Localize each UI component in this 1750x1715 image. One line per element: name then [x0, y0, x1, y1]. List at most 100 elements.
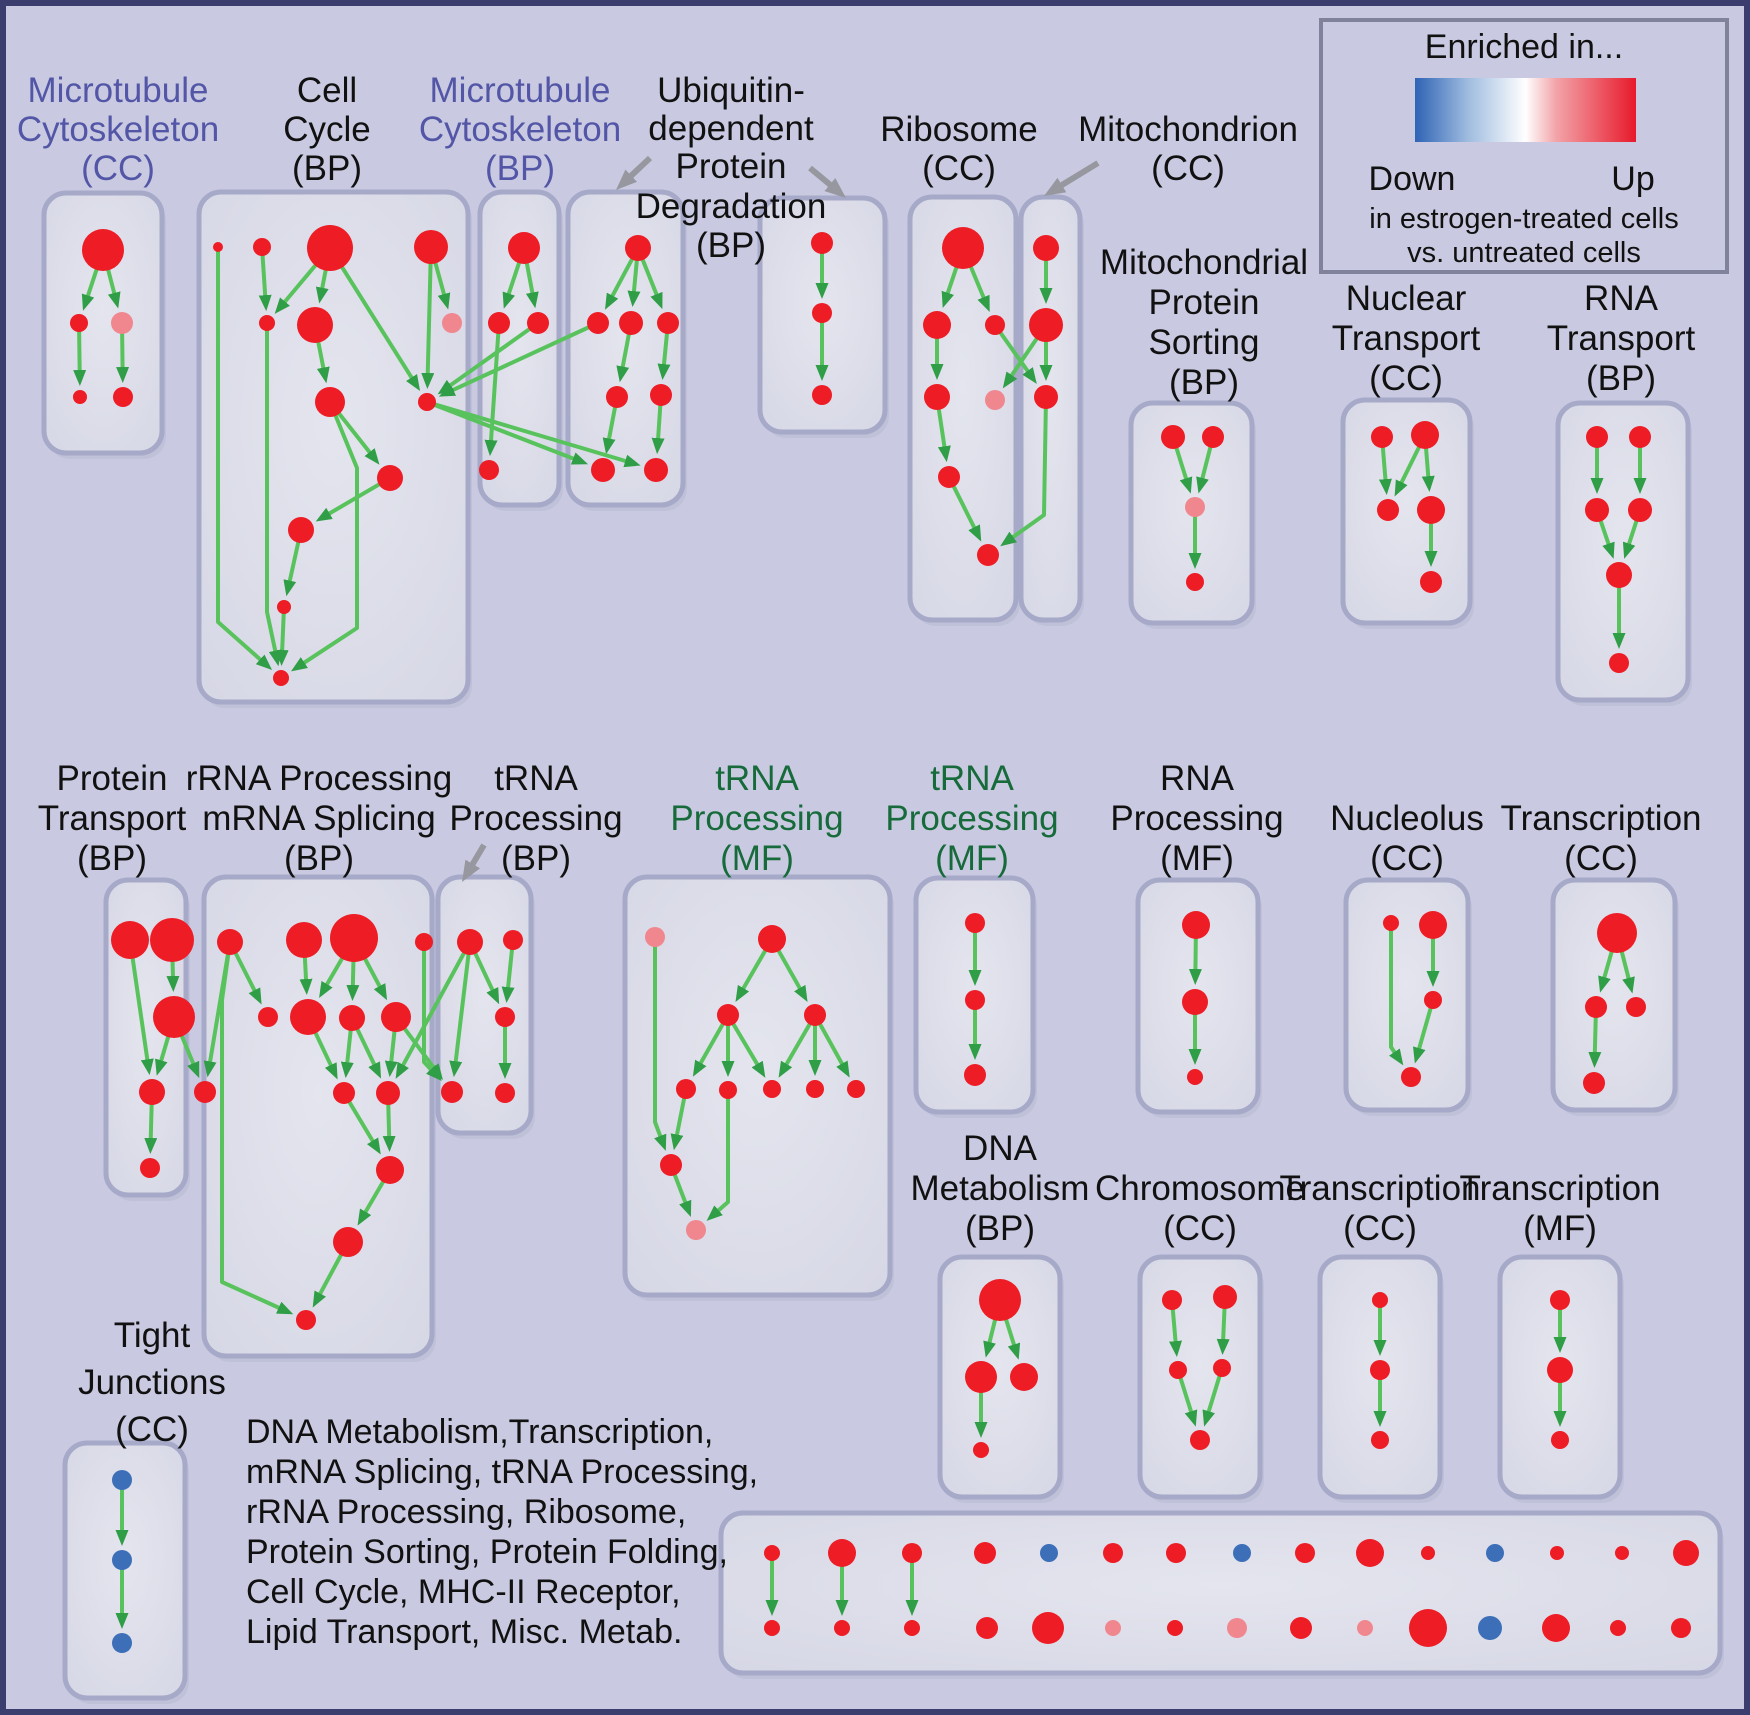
- node-microtubule-bp-m1-up: [508, 232, 540, 264]
- node-misc-b4-up: [974, 1542, 996, 1564]
- node-microtubule-bp-m2-up: [488, 312, 510, 334]
- node-ubiquitin-a-u2-up: [587, 312, 609, 334]
- node-misc-b15-up: [1673, 1540, 1699, 1566]
- cluster-label-protein-transport: Protein Transport (BP): [38, 759, 187, 878]
- node-rna-proc-mf-e2-up: [1182, 989, 1208, 1015]
- node-rrna-r4-up: [415, 933, 433, 951]
- node-misc-b5-down: [1040, 1544, 1058, 1562]
- edge-cell-cycle-c3-h: [328, 246, 421, 392]
- cluster-box-chromosome: [1137, 1254, 1263, 1500]
- node-trna-mf-small-h3-up: [964, 1064, 986, 1086]
- node-cell-cycle-h-up: [418, 393, 436, 411]
- node-microtubule-cc-b-up: [70, 314, 88, 332]
- node-trna-mf-big-g2-up: [758, 925, 786, 953]
- node-nucleolus-l3-up: [1424, 991, 1442, 1009]
- node-misc-c11-up: [1409, 1609, 1447, 1647]
- cluster-label-trna-mf-small: tRNA Processing (MF): [885, 759, 1058, 878]
- cluster-label-rna-transport: RNA Transport (BP): [1547, 279, 1696, 398]
- node-transcription-mf-z2-up: [1547, 1357, 1573, 1383]
- term-nodes: [70, 225, 1699, 1653]
- node-misc-c6-up: [1105, 1620, 1121, 1636]
- node-rna-proc-mf-e3-up: [1187, 1069, 1203, 1085]
- node-misc-b8-down: [1233, 1544, 1251, 1562]
- node-rrna-r8-up: [381, 1002, 411, 1032]
- node-cell-cycle-c2-up: [253, 238, 271, 256]
- node-cell-cycle-c1-up: [213, 242, 223, 252]
- legend-box: [1319, 18, 1729, 274]
- node-trna-mf-big-g1-up: [645, 927, 665, 947]
- node-ribosome-r7-up: [977, 544, 999, 566]
- node-rrna-r6-up: [290, 999, 326, 1035]
- node-rrna-r5-up: [258, 1007, 278, 1027]
- cluster-label-chromosome: Chromosome (CC): [1095, 1169, 1305, 1248]
- node-ribosome-r6-up: [938, 466, 960, 488]
- node-mito-sorting-s4-up: [1186, 573, 1204, 591]
- node-misc-b10-up: [1356, 1539, 1384, 1567]
- node-rrna-r14-up: [296, 1310, 316, 1330]
- node-cell-cycle-c10-up: [288, 517, 314, 543]
- node-rna-transport-t3-up: [1585, 498, 1609, 522]
- cluster-box-tight-junctions: [62, 1440, 188, 1701]
- node-misc-c13-up: [1542, 1614, 1570, 1642]
- cross-edge-cell-cycle-h-ubiquitin-a-u7: [426, 400, 589, 465]
- node-ubiquitin-a-u3-up: [619, 311, 643, 335]
- cluster-box-misc: [718, 1510, 1723, 1676]
- node-mito-sorting-s3-up: [1185, 497, 1205, 517]
- node-ubiquitin-a-u5-up: [606, 386, 628, 408]
- node-ubiquitin-b-v2-up: [812, 303, 832, 323]
- node-ubiquitin-a-u8-up: [644, 458, 668, 482]
- node-cell-cycle-c7-up: [442, 313, 462, 333]
- node-protein-transport-p3-up: [153, 996, 195, 1038]
- edge-trna-mf-big-g1-g10: [653, 937, 667, 1151]
- cluster-label-ribosome: Ribosome (CC): [880, 110, 1038, 188]
- cluster-label-mitochondrion: Mitochondrion (CC): [1078, 110, 1298, 188]
- node-microtubule-cc-e-up: [113, 387, 133, 407]
- node-misc-c15-up: [1671, 1618, 1691, 1638]
- edge-cell-cycle-c1-c12: [216, 247, 273, 670]
- cluster-box-dna-metabolism: [937, 1254, 1063, 1500]
- node-trna-mf-big-g6-up: [719, 1081, 737, 1099]
- node-nuclear-transport-k3-up: [1377, 499, 1399, 521]
- node-trna-mf-big-g3-up: [717, 1004, 739, 1026]
- node-nuclear-transport-k5-up: [1420, 571, 1442, 593]
- node-rna-transport-t6-up: [1609, 653, 1629, 673]
- legend-up-label: Up: [1611, 160, 1654, 198]
- edge-trna-mf-big-g6-g11: [706, 1090, 730, 1221]
- cluster-box-nuclear-transport: [1340, 397, 1473, 626]
- cluster-label-microtubule-cc: Microtubule Cytoskeleton (CC): [17, 71, 219, 188]
- node-rrna-r2-up: [286, 922, 322, 958]
- node-misc-b9-up: [1295, 1543, 1315, 1563]
- node-ribosome-r2-up: [923, 311, 951, 339]
- cluster-label-mito-sorting: Mitochondrial Protein Sorting (BP): [1100, 243, 1308, 402]
- node-microtubule-cc-d-up: [73, 390, 87, 404]
- node-misc-b3-up: [902, 1543, 922, 1563]
- node-trna-mf-big-g7-up: [763, 1080, 781, 1098]
- node-misc-b7-up: [1166, 1543, 1186, 1563]
- node-tight-junctions-j1-down: [112, 1470, 132, 1490]
- node-misc-b11-up: [1421, 1546, 1435, 1560]
- cluster-label-microtubule-bp: Microtubule Cytoskeleton (BP): [419, 71, 621, 188]
- cluster-label-tight-junctions: Tight Junctions (CC): [78, 1316, 226, 1449]
- cross-edge-mitochondrion-n3-ribosome-r7: [1000, 396, 1048, 547]
- edge-protein-transport-p1-p4: [128, 939, 154, 1076]
- node-cell-cycle-c5-up: [259, 315, 275, 331]
- node-transcription-cc-mid-w4-up: [1583, 1072, 1605, 1094]
- node-mitochondrion-n2-up: [1029, 308, 1063, 342]
- cluster-label-dna-metabolism: DNA Metabolism (BP): [911, 1129, 1090, 1248]
- node-cell-cycle-c6-up: [297, 307, 333, 343]
- node-mito-sorting-s2-up: [1202, 426, 1224, 448]
- node-protein-transport-p2-up: [150, 918, 194, 962]
- cross-edge-ubiquitin-a-u2-cell-cycle-h: [438, 321, 599, 397]
- node-rrna-rx-up: [194, 1081, 216, 1103]
- node-mitochondrion-n1-up: [1033, 235, 1059, 261]
- node-ribosome-r5-up: [985, 390, 1005, 410]
- node-mito-sorting-s1-up: [1161, 425, 1185, 449]
- node-chromosome-x4-up: [1213, 1359, 1231, 1377]
- node-ribosome-r1-up: [942, 227, 984, 269]
- node-misc-b2-up: [828, 1539, 856, 1567]
- node-rrna-r12-up: [376, 1156, 404, 1184]
- legend: Enriched in... Down Up in estrogen-treated …: [1319, 18, 1729, 274]
- node-misc-c10-up: [1357, 1620, 1373, 1636]
- node-nuclear-transport-k4-up: [1417, 496, 1445, 524]
